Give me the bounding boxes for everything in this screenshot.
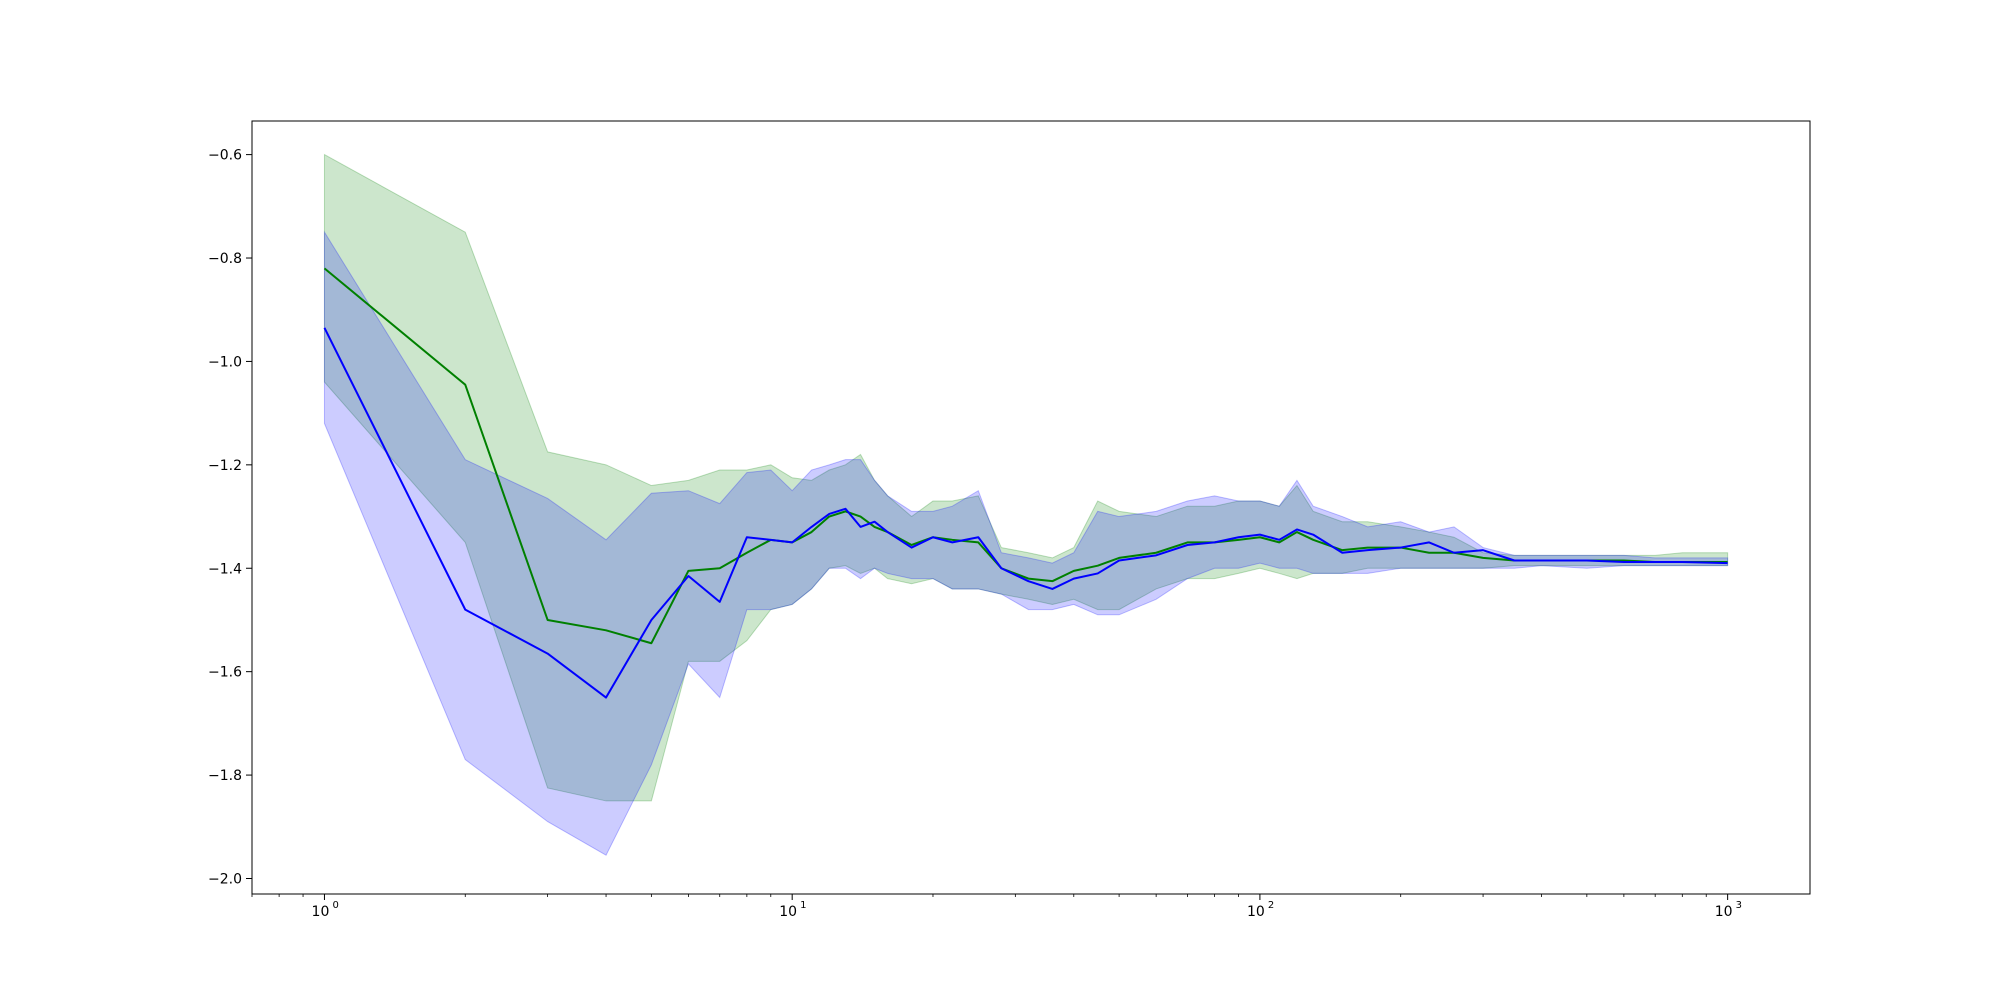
confidence-bands (323, 153, 1729, 856)
axis-ticks: −0.6−0.8−1.0−1.2−1.4−1.6−1.8−2.010 0 10 1 10… (208, 148, 1742, 920)
x-tick-exponent: 0 (332, 900, 338, 911)
x-tick-exponent: 2 (1268, 900, 1274, 911)
x-tick-label: 10 (1715, 904, 1733, 920)
series-1-band (323, 153, 1729, 802)
y-tick-label: −1.8 (208, 768, 242, 784)
y-tick-label: −1.2 (208, 458, 242, 474)
series-lines (323, 267, 1728, 699)
series-2-line (323, 327, 1728, 699)
x-tick-label: 10 (779, 904, 797, 920)
y-tick-label: −1.4 (208, 561, 242, 577)
x-tick-label: 10 (312, 904, 330, 920)
y-tick-label: −0.6 (208, 148, 242, 164)
y-tick-label: −1.0 (208, 354, 242, 370)
series-1-line (323, 267, 1728, 645)
axes-frame (251, 120, 1811, 895)
x-tick-exponent: 1 (800, 900, 806, 911)
x-tick-label: 10 (1247, 904, 1265, 920)
y-tick-label: −0.8 (208, 251, 242, 267)
y-tick-label: −1.6 (208, 665, 242, 681)
series-2-band (323, 230, 1729, 856)
y-tick-label: −2.0 (208, 871, 242, 887)
x-tick-exponent: 3 (1736, 900, 1742, 911)
